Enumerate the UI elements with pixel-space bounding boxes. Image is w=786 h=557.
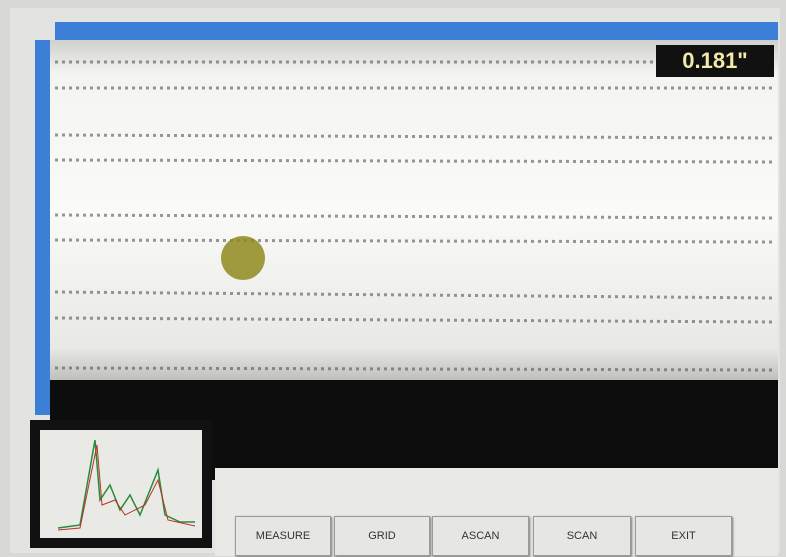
scan-app: 0.181" MEASURE GRID ASCAN SCAN EXIT	[0, 0, 786, 557]
exit-button[interactable]: EXIT	[635, 516, 732, 556]
cursor	[221, 236, 265, 280]
scan-button[interactable]: SCAN	[533, 516, 631, 556]
scan-view	[0, 0, 786, 557]
thickness-readout: 0.181"	[656, 45, 774, 77]
scan-image	[50, 40, 778, 382]
top-ruler	[55, 22, 778, 40]
left-ruler	[35, 40, 51, 415]
measure-button[interactable]: MEASURE	[235, 516, 331, 556]
grid-button[interactable]: GRID	[334, 516, 430, 556]
ascan-button[interactable]: ASCAN	[432, 516, 529, 556]
